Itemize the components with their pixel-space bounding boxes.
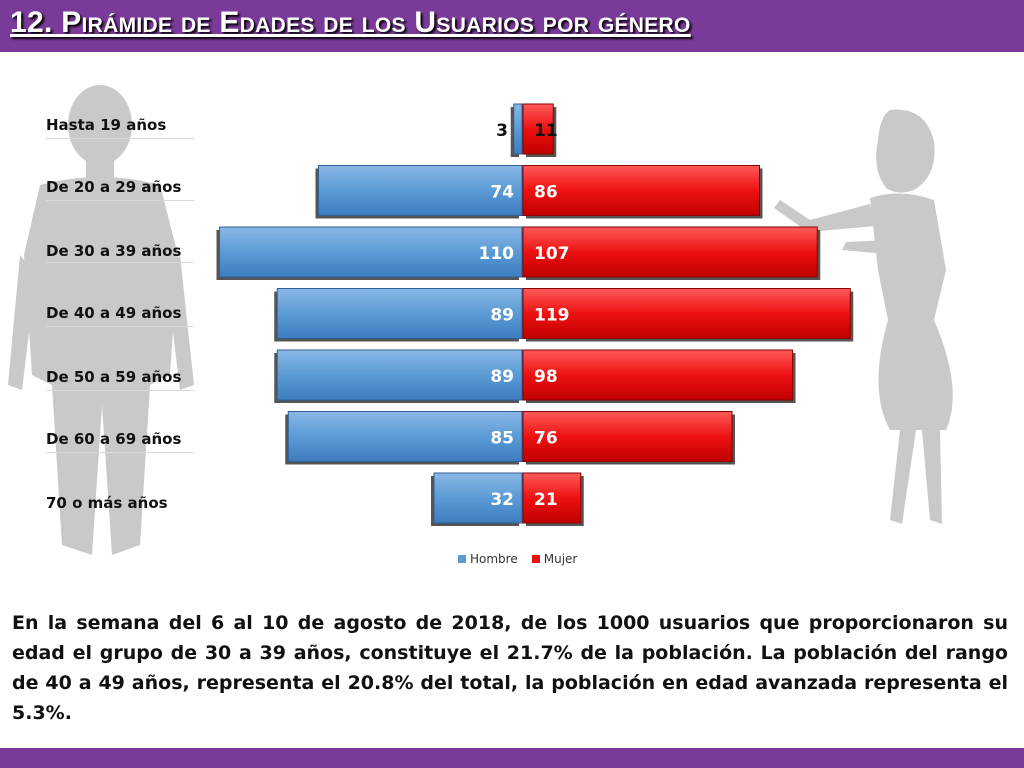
- title-bar: 12. Pirámide de Edades de los Usuarios p…: [0, 0, 1024, 52]
- category-label: De 20 a 29 años: [46, 178, 182, 196]
- data-label-mujer: 86: [534, 183, 558, 203]
- bar-hombre: [219, 226, 523, 278]
- female-silhouette-icon: [774, 109, 953, 524]
- data-label-mujer: 11: [534, 121, 558, 141]
- data-label-hombre: 89: [490, 306, 514, 326]
- category-label: De 40 a 49 años: [46, 304, 182, 322]
- population-pyramid-chart: 3 11 74 86 110 107 89 119 89 98 85 76 32 21: [216, 103, 854, 526]
- chart-legend: Hombre Mujer: [458, 552, 577, 566]
- data-label-hombre: 32: [490, 490, 514, 510]
- bar-hombre: [287, 411, 523, 462]
- data-label-mujer: 107: [534, 244, 570, 264]
- bar-mujer: [522, 349, 793, 401]
- bar-hombre: [433, 472, 523, 524]
- bottom-bar: [0, 748, 1024, 768]
- legend-label-mujer: Mujer: [543, 552, 578, 566]
- category-label: De 30 a 39 años: [46, 242, 182, 260]
- data-label-hombre: 89: [490, 367, 514, 387]
- bar-hombre: [276, 288, 523, 339]
- label-divider: [46, 390, 194, 391]
- legend-label-hombre: Hombre: [470, 552, 518, 566]
- legend-item-mujer: Mujer: [531, 552, 578, 566]
- bar-mujer: [522, 226, 818, 278]
- bar-hombre: [318, 165, 523, 216]
- label-divider: [46, 262, 194, 263]
- bar-hombre: [276, 349, 523, 401]
- bar-mujer: [522, 103, 554, 155]
- category-label: 70 o más años: [46, 494, 168, 512]
- category-label: Hasta 19 años: [46, 116, 167, 134]
- data-label-hombre: 85: [490, 429, 514, 449]
- male-silhouette-icon: [8, 85, 194, 555]
- data-label-mujer: 98: [534, 367, 558, 387]
- label-divider: [46, 138, 194, 139]
- data-label-hombre: 110: [479, 244, 515, 264]
- data-label-mujer: 76: [534, 429, 558, 449]
- label-divider: [46, 452, 194, 453]
- label-divider: [46, 200, 194, 201]
- summary-caption: En la semana del 6 al 10 de agosto de 20…: [12, 612, 1008, 724]
- legend-swatch-hombre: [458, 555, 466, 563]
- legend-swatch-mujer: [531, 555, 540, 563]
- bar-mujer: [522, 288, 851, 339]
- label-divider: [46, 326, 194, 327]
- data-label-mujer: 119: [534, 306, 570, 326]
- data-label-hombre: 3: [496, 121, 508, 141]
- bar-mujer: [522, 411, 733, 462]
- bar-hombre: [513, 103, 523, 155]
- category-label: De 60 a 69 años: [46, 430, 182, 448]
- legend-item-hombre: Hombre: [458, 552, 518, 566]
- category-label: De 50 a 59 años: [46, 368, 182, 386]
- data-label-hombre: 74: [490, 183, 514, 203]
- data-label-mujer: 21: [534, 490, 558, 510]
- bar-mujer: [522, 165, 760, 216]
- page-title: 12. Pirámide de Edades de los Usuarios p…: [10, 6, 691, 39]
- bar-mujer: [522, 472, 582, 524]
